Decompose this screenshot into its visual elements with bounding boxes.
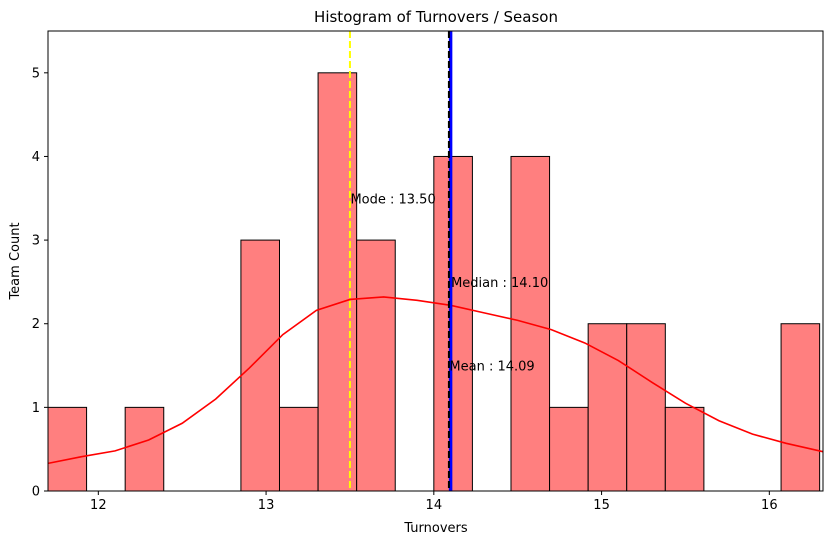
y-tick-label: 3 xyxy=(32,234,40,249)
histogram-bar xyxy=(433,155,473,492)
y-axis-ticks: 0 1 2 3 4 5 xyxy=(32,66,48,500)
x-tick-label: 12 xyxy=(90,498,107,513)
histogram-bar xyxy=(356,239,396,492)
annotations-group: Mode : 13.50 Median : 14.10 Mean : 14.09 xyxy=(350,192,548,374)
histogram-bar xyxy=(780,323,821,492)
histogram-bar xyxy=(626,323,666,492)
x-axis-ticks: 12 13 14 15 16 xyxy=(90,491,778,513)
x-tick-label: 13 xyxy=(258,498,275,513)
histogram-bar xyxy=(587,323,628,492)
y-tick-label: 0 xyxy=(32,485,40,500)
x-tick-label: 16 xyxy=(761,498,778,513)
annotation-label: Mean : 14.09 xyxy=(449,360,534,375)
histogram-bar xyxy=(664,406,705,492)
x-tick-label: 15 xyxy=(593,498,610,513)
histogram-bar xyxy=(47,406,88,492)
y-axis-title: Team Count xyxy=(8,222,23,300)
annotation-label: Mode : 13.50 xyxy=(350,192,435,207)
y-tick-label: 5 xyxy=(32,66,40,81)
y-tick-label: 1 xyxy=(32,401,40,416)
x-tick-label: 14 xyxy=(426,498,443,513)
histogram-bar xyxy=(278,406,319,492)
histogram-bar xyxy=(124,406,165,492)
histogram-bar xyxy=(240,239,280,492)
kde-group xyxy=(47,296,824,465)
annotation-label: Median : 14.10 xyxy=(451,276,548,291)
x-axis-title: Turnovers xyxy=(403,521,468,536)
reference-lines-group xyxy=(348,31,453,491)
plot-frame xyxy=(47,30,824,492)
y-tick-label: 4 xyxy=(32,150,40,165)
y-tick-label: 2 xyxy=(32,317,40,332)
chart-title: Histogram of Turnovers / Season xyxy=(314,8,558,26)
kde-curve xyxy=(47,296,824,465)
histogram-bar xyxy=(549,406,589,492)
